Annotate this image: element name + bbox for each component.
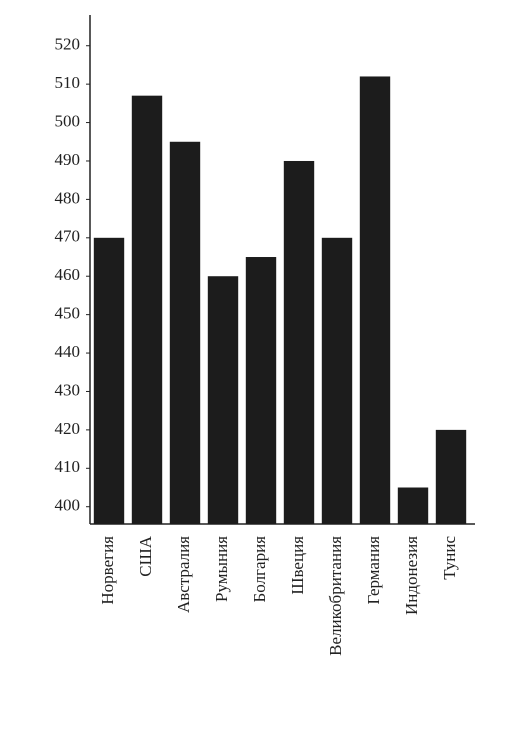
x-tick-label: Австралия — [174, 536, 193, 613]
bar — [207, 276, 239, 524]
bar — [397, 487, 429, 524]
x-tick-label: Германия — [364, 536, 383, 605]
bar — [131, 95, 163, 525]
x-tick-label: Великобритания — [326, 536, 345, 656]
y-tick-label: 480 — [55, 188, 81, 207]
y-tick-label: 420 — [55, 419, 81, 438]
bar — [93, 237, 125, 524]
bar — [283, 160, 315, 524]
y-tick-label: 400 — [55, 496, 81, 515]
y-tick-label: 440 — [55, 342, 81, 361]
y-tick-label: 410 — [55, 457, 81, 476]
x-tick-label: Швеция — [288, 536, 307, 595]
y-tick-label: 460 — [55, 265, 81, 284]
x-tick-label: Болгария — [250, 536, 269, 603]
bar — [169, 141, 201, 524]
bar — [359, 76, 391, 525]
x-tick-label: Тунис — [440, 536, 459, 580]
y-tick-label: 500 — [55, 111, 81, 130]
y-tick-label: 510 — [55, 73, 81, 92]
y-tick-label: 450 — [55, 304, 81, 323]
x-tick-label: США — [136, 535, 155, 576]
bar — [435, 429, 467, 524]
y-tick-label: 520 — [55, 35, 81, 54]
x-tick-label: Норвегия — [98, 536, 117, 605]
x-tick-label: Румыния — [212, 536, 231, 602]
bar — [245, 257, 277, 524]
y-tick-label: 470 — [55, 227, 81, 246]
bar — [321, 237, 353, 524]
y-tick-label: 490 — [55, 150, 81, 169]
y-tick-label: 430 — [55, 380, 81, 399]
x-tick-label: Индонезия — [402, 536, 421, 615]
